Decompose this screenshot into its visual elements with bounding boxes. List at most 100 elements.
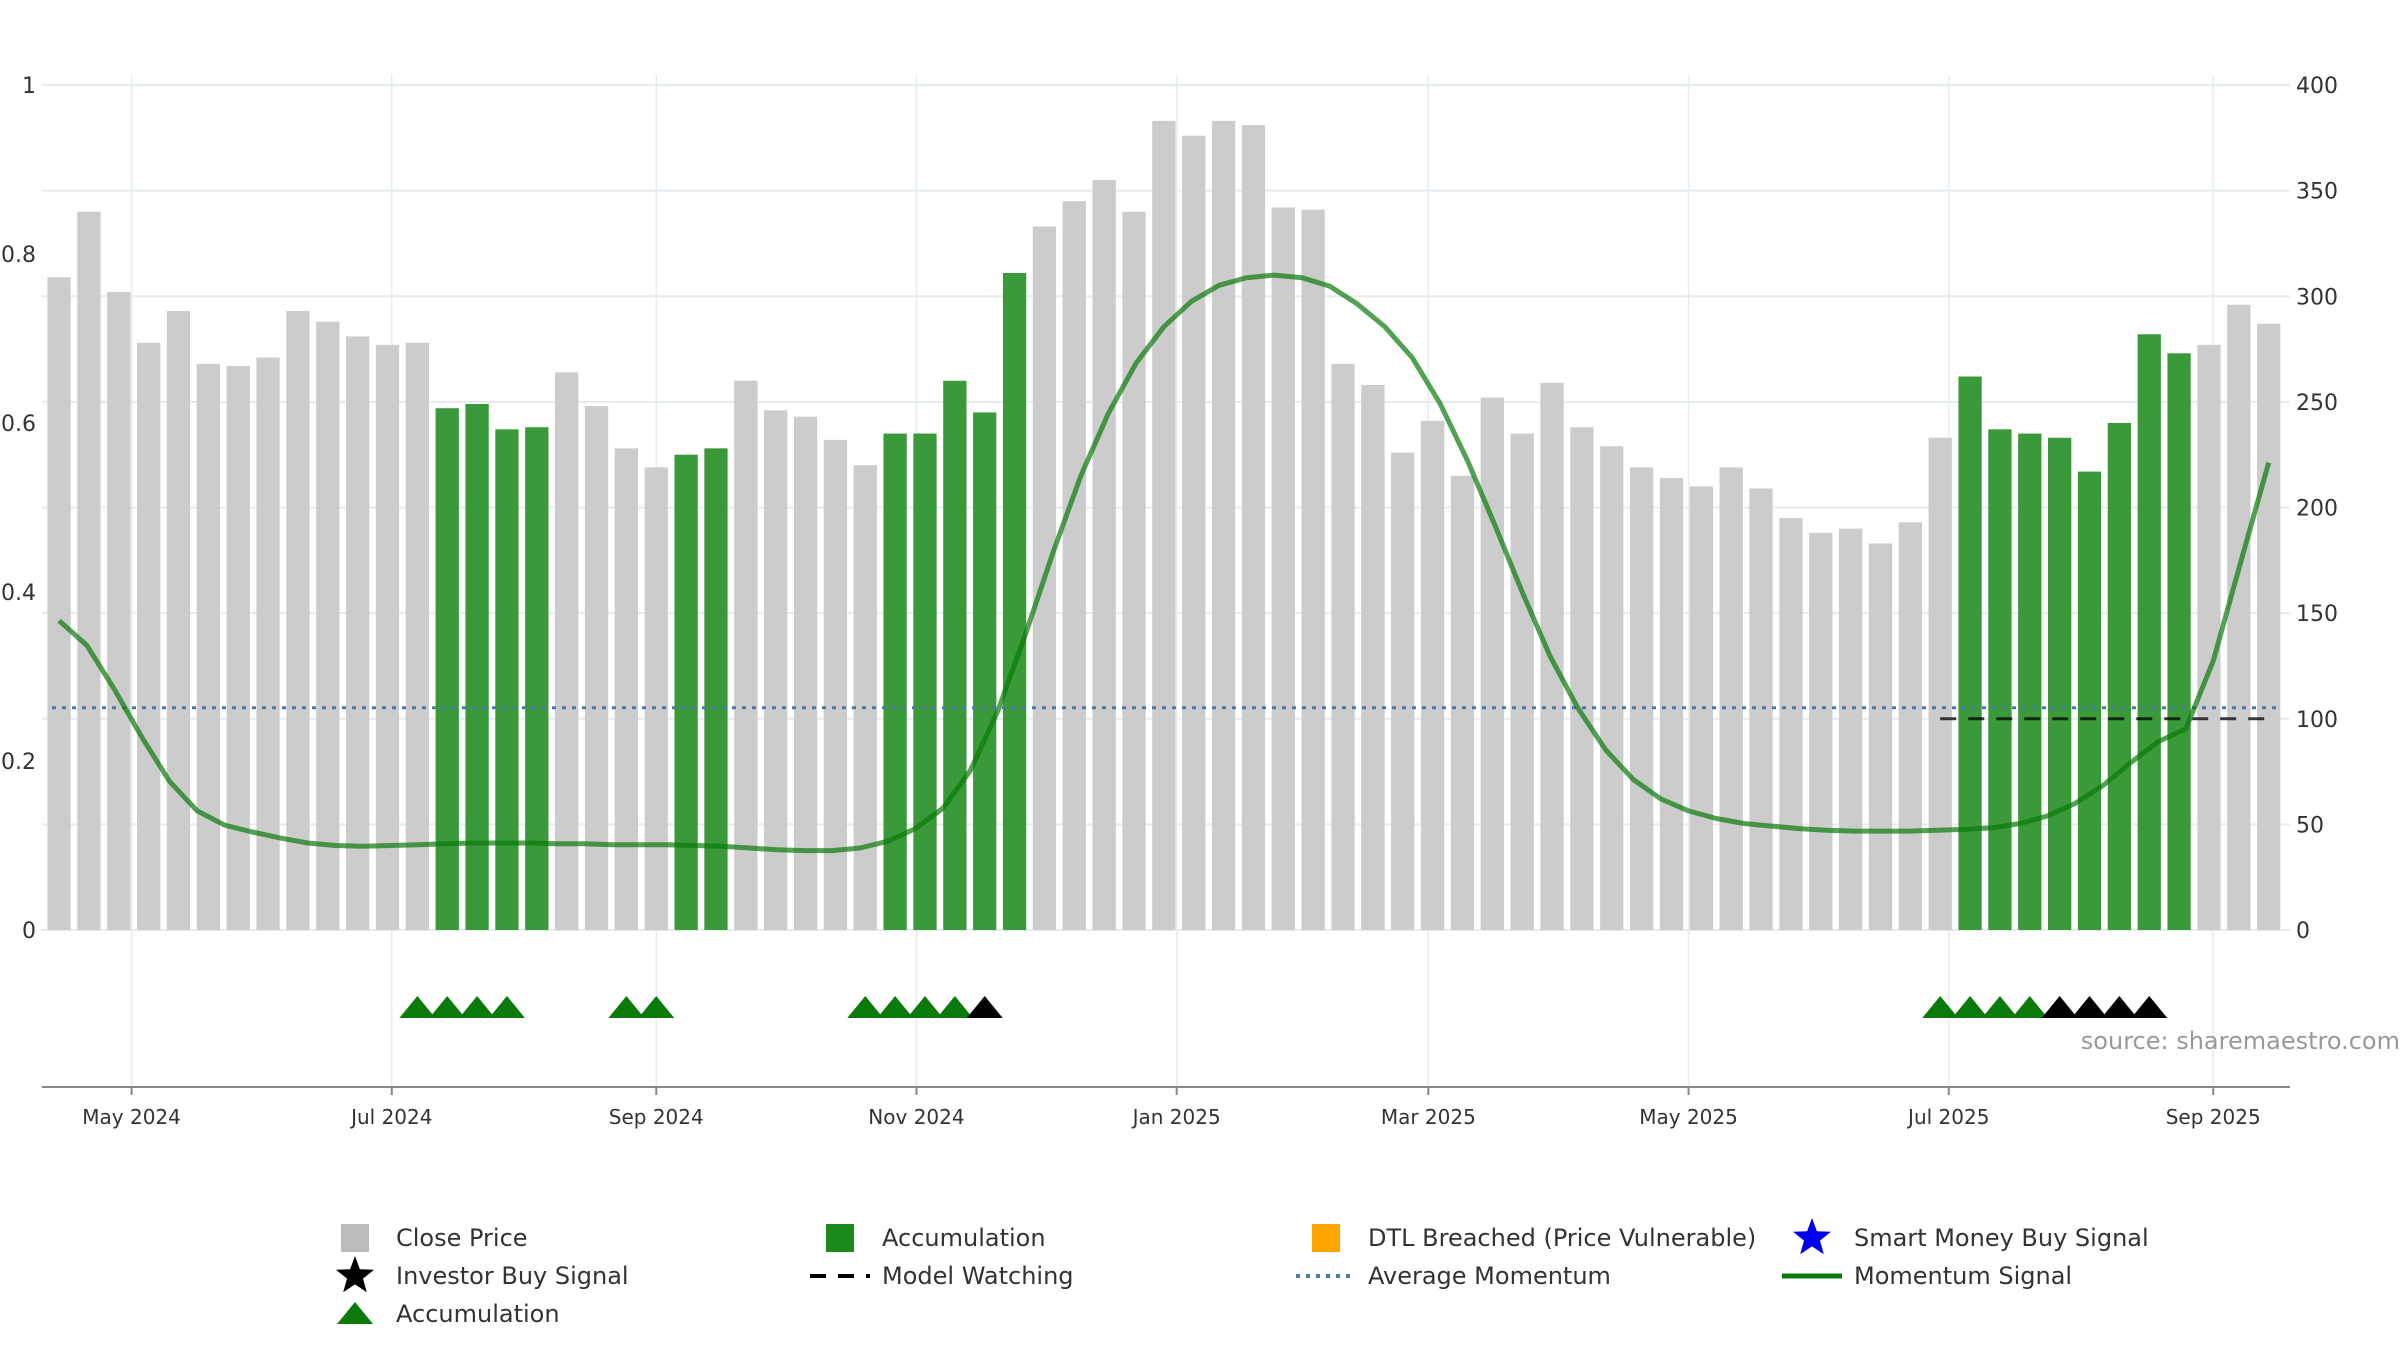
close-price-bar (1719, 467, 1743, 930)
close-price-bar (1689, 486, 1713, 931)
x-tick-label: Mar 2025 (1381, 1105, 1476, 1129)
y-left-tick-label: 0.8 (1, 243, 36, 268)
legend-label-close-price: Close Price (396, 1224, 528, 1252)
accumulation-bar (2107, 423, 2132, 930)
close-price-bar (196, 363, 221, 931)
accumulation-marker (429, 996, 466, 1018)
close-price-bar (1659, 477, 1684, 930)
close-price-bar (1510, 433, 1534, 930)
close-price-bar (1182, 135, 1206, 930)
close-price-bar (1062, 201, 1086, 930)
lines-layer (52, 272, 2280, 854)
close-price-bar (47, 277, 71, 930)
accumulation-bar (1988, 429, 2012, 930)
close-price-bar (1480, 397, 1504, 930)
axes-layer: 0 0.2 0.4 0.6 0.8 1 0 50 100 150 200 250 300 350 400 Ma… (1, 74, 2338, 1129)
investor-buy-marker (2131, 996, 2168, 1018)
x-tick-label: Sep 2024 (609, 1105, 704, 1129)
investor-buy-marker (2101, 996, 2138, 1018)
legend-investor-buy-star (336, 1256, 374, 1293)
legend-label-model-watching: Model Watching (882, 1262, 1074, 1290)
legend-label-momentum-signal: Momentum Signal (1854, 1262, 2072, 1290)
accumulation-bar (2018, 433, 2042, 930)
close-price-bar (2227, 304, 2251, 930)
y-right-tick-label: 50 (2296, 813, 2324, 838)
legend-swatch-dtl (1312, 1224, 1340, 1252)
close-price-bar (107, 292, 131, 930)
x-tick-label: May 2024 (82, 1105, 181, 1129)
y-right-tick-label: 300 (2296, 285, 2338, 310)
close-price-bar (1211, 120, 1236, 930)
y-right-tick-label: 150 (2296, 602, 2338, 627)
close-price-bar (316, 321, 340, 931)
y-left-tick-label: 0.2 (1, 750, 36, 775)
accumulation-bar (2048, 437, 2072, 930)
close-price-bar (1361, 384, 1385, 931)
close-price-bar (405, 342, 430, 931)
accumulation-marker (459, 996, 496, 1018)
close-price-bar (1152, 120, 1176, 930)
close-price-bar (226, 365, 250, 931)
close-price-bar (823, 439, 848, 930)
legend-label-accumulation-marker: Accumulation (396, 1300, 560, 1328)
close-price-bar (1570, 427, 1594, 930)
accumulation-bar (883, 433, 907, 930)
close-price-bar (1898, 522, 1922, 930)
close-price-bar (1809, 532, 1833, 930)
accumulation-bar (704, 448, 728, 930)
accumulation-bar (973, 412, 997, 930)
accumulation-marker (1981, 996, 2018, 1018)
close-price-bar (77, 211, 101, 930)
investor-buy-marker (2041, 996, 2078, 1018)
accumulation-bar (943, 380, 967, 930)
accumulation-marker (638, 996, 675, 1018)
accumulation-bar (2077, 471, 2102, 930)
x-tick-label: Jul 2024 (349, 1105, 432, 1129)
accumulation-bar (1958, 376, 1982, 930)
close-price-bar (1122, 211, 1146, 930)
y-right-tick-label: 400 (2296, 74, 2338, 99)
source-text: source: sharemaestro.com (2081, 1027, 2400, 1055)
investor-buy-marker (2071, 996, 2108, 1018)
accumulation-bar (465, 403, 489, 930)
accumulation-bar (2137, 334, 2161, 930)
accumulation-marker (488, 996, 525, 1018)
legend-swatch-close-price (341, 1224, 369, 1252)
close-price-bar (1331, 363, 1355, 931)
accumulation-marker (2011, 996, 2048, 1018)
close-price-bar (1301, 209, 1325, 930)
close-price-bar (346, 336, 370, 930)
accumulation-bar (674, 454, 698, 930)
y-right-tick-label: 350 (2296, 180, 2338, 205)
x-tick-label: Nov 2024 (868, 1105, 964, 1129)
y-right-tick-label: 200 (2296, 497, 2338, 522)
x-tick-label: May 2025 (1639, 1105, 1738, 1129)
legend-accumulation-marker (337, 1302, 373, 1324)
close-price-bar (1629, 467, 1654, 930)
accumulation-bar (913, 433, 937, 930)
accumulation-bar (435, 408, 459, 931)
legend: Close Price Accumulation DTL Breached (Pri… (336, 1218, 2149, 1328)
close-price-bar (853, 465, 877, 930)
close-price-bar (793, 416, 818, 930)
close-price-bar (1391, 452, 1415, 930)
close-price-bar (1420, 420, 1445, 930)
close-price-bar (1838, 528, 1863, 931)
legend-swatch-accumulation (826, 1224, 854, 1252)
close-price-bar (1928, 437, 1952, 930)
investor-buy-marker (966, 996, 1003, 1018)
close-price-bar (584, 406, 609, 931)
legend-label-average-momentum: Average Momentum (1368, 1262, 1611, 1290)
y-right-tick-label: 100 (2296, 708, 2338, 733)
momentum-signal-line (57, 272, 2272, 854)
close-price-bar (286, 311, 310, 930)
accumulation-bar (525, 427, 549, 930)
accumulation-marker (1922, 996, 1959, 1018)
legend-label-smart-money: Smart Money Buy Signal (1854, 1224, 2149, 1252)
accumulation-marker (877, 996, 914, 1018)
markers-layer (399, 996, 2168, 1018)
accumulation-marker (1952, 996, 1989, 1018)
y-left-tick-label: 0.6 (1, 412, 36, 437)
